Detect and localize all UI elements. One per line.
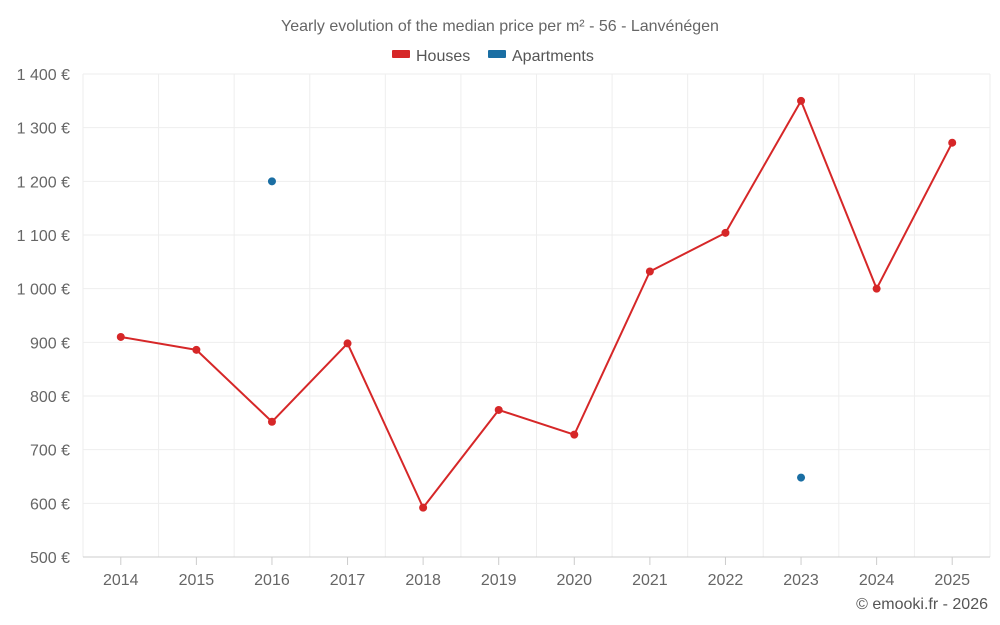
data-point-houses-2014[interactable] [116, 332, 125, 341]
x-tick-label: 2024 [859, 572, 895, 589]
legend-item-apartments[interactable]: Apartments [488, 48, 594, 65]
x-tick-label: 2023 [783, 572, 819, 589]
data-point-houses-2025[interactable] [948, 138, 957, 147]
data-point-houses-2021[interactable] [645, 267, 654, 276]
data-point-houses-2016[interactable] [267, 417, 276, 426]
axes: 500 € 600 € 700 € 800 € 900 € 1 000 € 1 100 € 1… [17, 67, 990, 589]
data-point-houses-2017[interactable] [343, 339, 352, 348]
legend-label-houses: Houses [416, 48, 470, 65]
chart-title: Yearly evolution of the median price per… [281, 18, 719, 35]
legend-item-houses[interactable]: Houses [392, 48, 470, 65]
x-tick-label: 2021 [632, 572, 668, 589]
legend-swatch-houses [392, 50, 410, 58]
credit-text: © emooki.fr - 2026 [856, 596, 988, 613]
x-tick-label: 2019 [481, 572, 517, 589]
data-point-houses-2023[interactable] [797, 96, 806, 105]
x-tick-label: 2022 [708, 572, 744, 589]
y-tick-label: 900 € [30, 335, 70, 352]
y-tick-label: 600 € [30, 496, 70, 513]
data-point-houses-2019[interactable] [494, 405, 503, 414]
y-tick-label: 1 100 € [17, 228, 70, 245]
grid [82, 73, 991, 558]
data-point-houses-2024[interactable] [872, 284, 881, 293]
series-line-houses [120, 99, 954, 509]
y-tick-label: 1 200 € [17, 174, 70, 191]
x-tick-label: 2015 [179, 572, 215, 589]
data-point-houses-2022[interactable] [721, 228, 730, 237]
y-tick-label: 800 € [30, 389, 70, 406]
legend-swatch-apartments [488, 50, 506, 58]
series [116, 96, 957, 512]
x-tick-label: 2014 [103, 572, 139, 589]
x-tick-label: 2020 [556, 572, 592, 589]
legend-label-apartments: Apartments [512, 48, 594, 65]
y-tick-label: 700 € [30, 443, 70, 460]
data-point-houses-2020[interactable] [570, 430, 579, 439]
legend: Houses Apartments [392, 48, 594, 65]
data-point-houses-2018[interactable] [419, 503, 428, 512]
y-tick-label: 1 000 € [17, 282, 70, 299]
y-tick-label: 1 300 € [17, 121, 70, 138]
x-tick-label: 2025 [934, 572, 970, 589]
x-tick-label: 2017 [330, 572, 366, 589]
data-point-apartments-2023[interactable] [797, 473, 806, 482]
data-point-houses-2015[interactable] [192, 345, 201, 354]
x-tick-label: 2016 [254, 572, 290, 589]
x-tick-label: 2018 [405, 572, 441, 589]
data-point-apartments-2016[interactable] [267, 177, 276, 186]
y-tick-label: 500 € [30, 550, 70, 567]
y-tick-label: 1 400 € [17, 67, 70, 84]
